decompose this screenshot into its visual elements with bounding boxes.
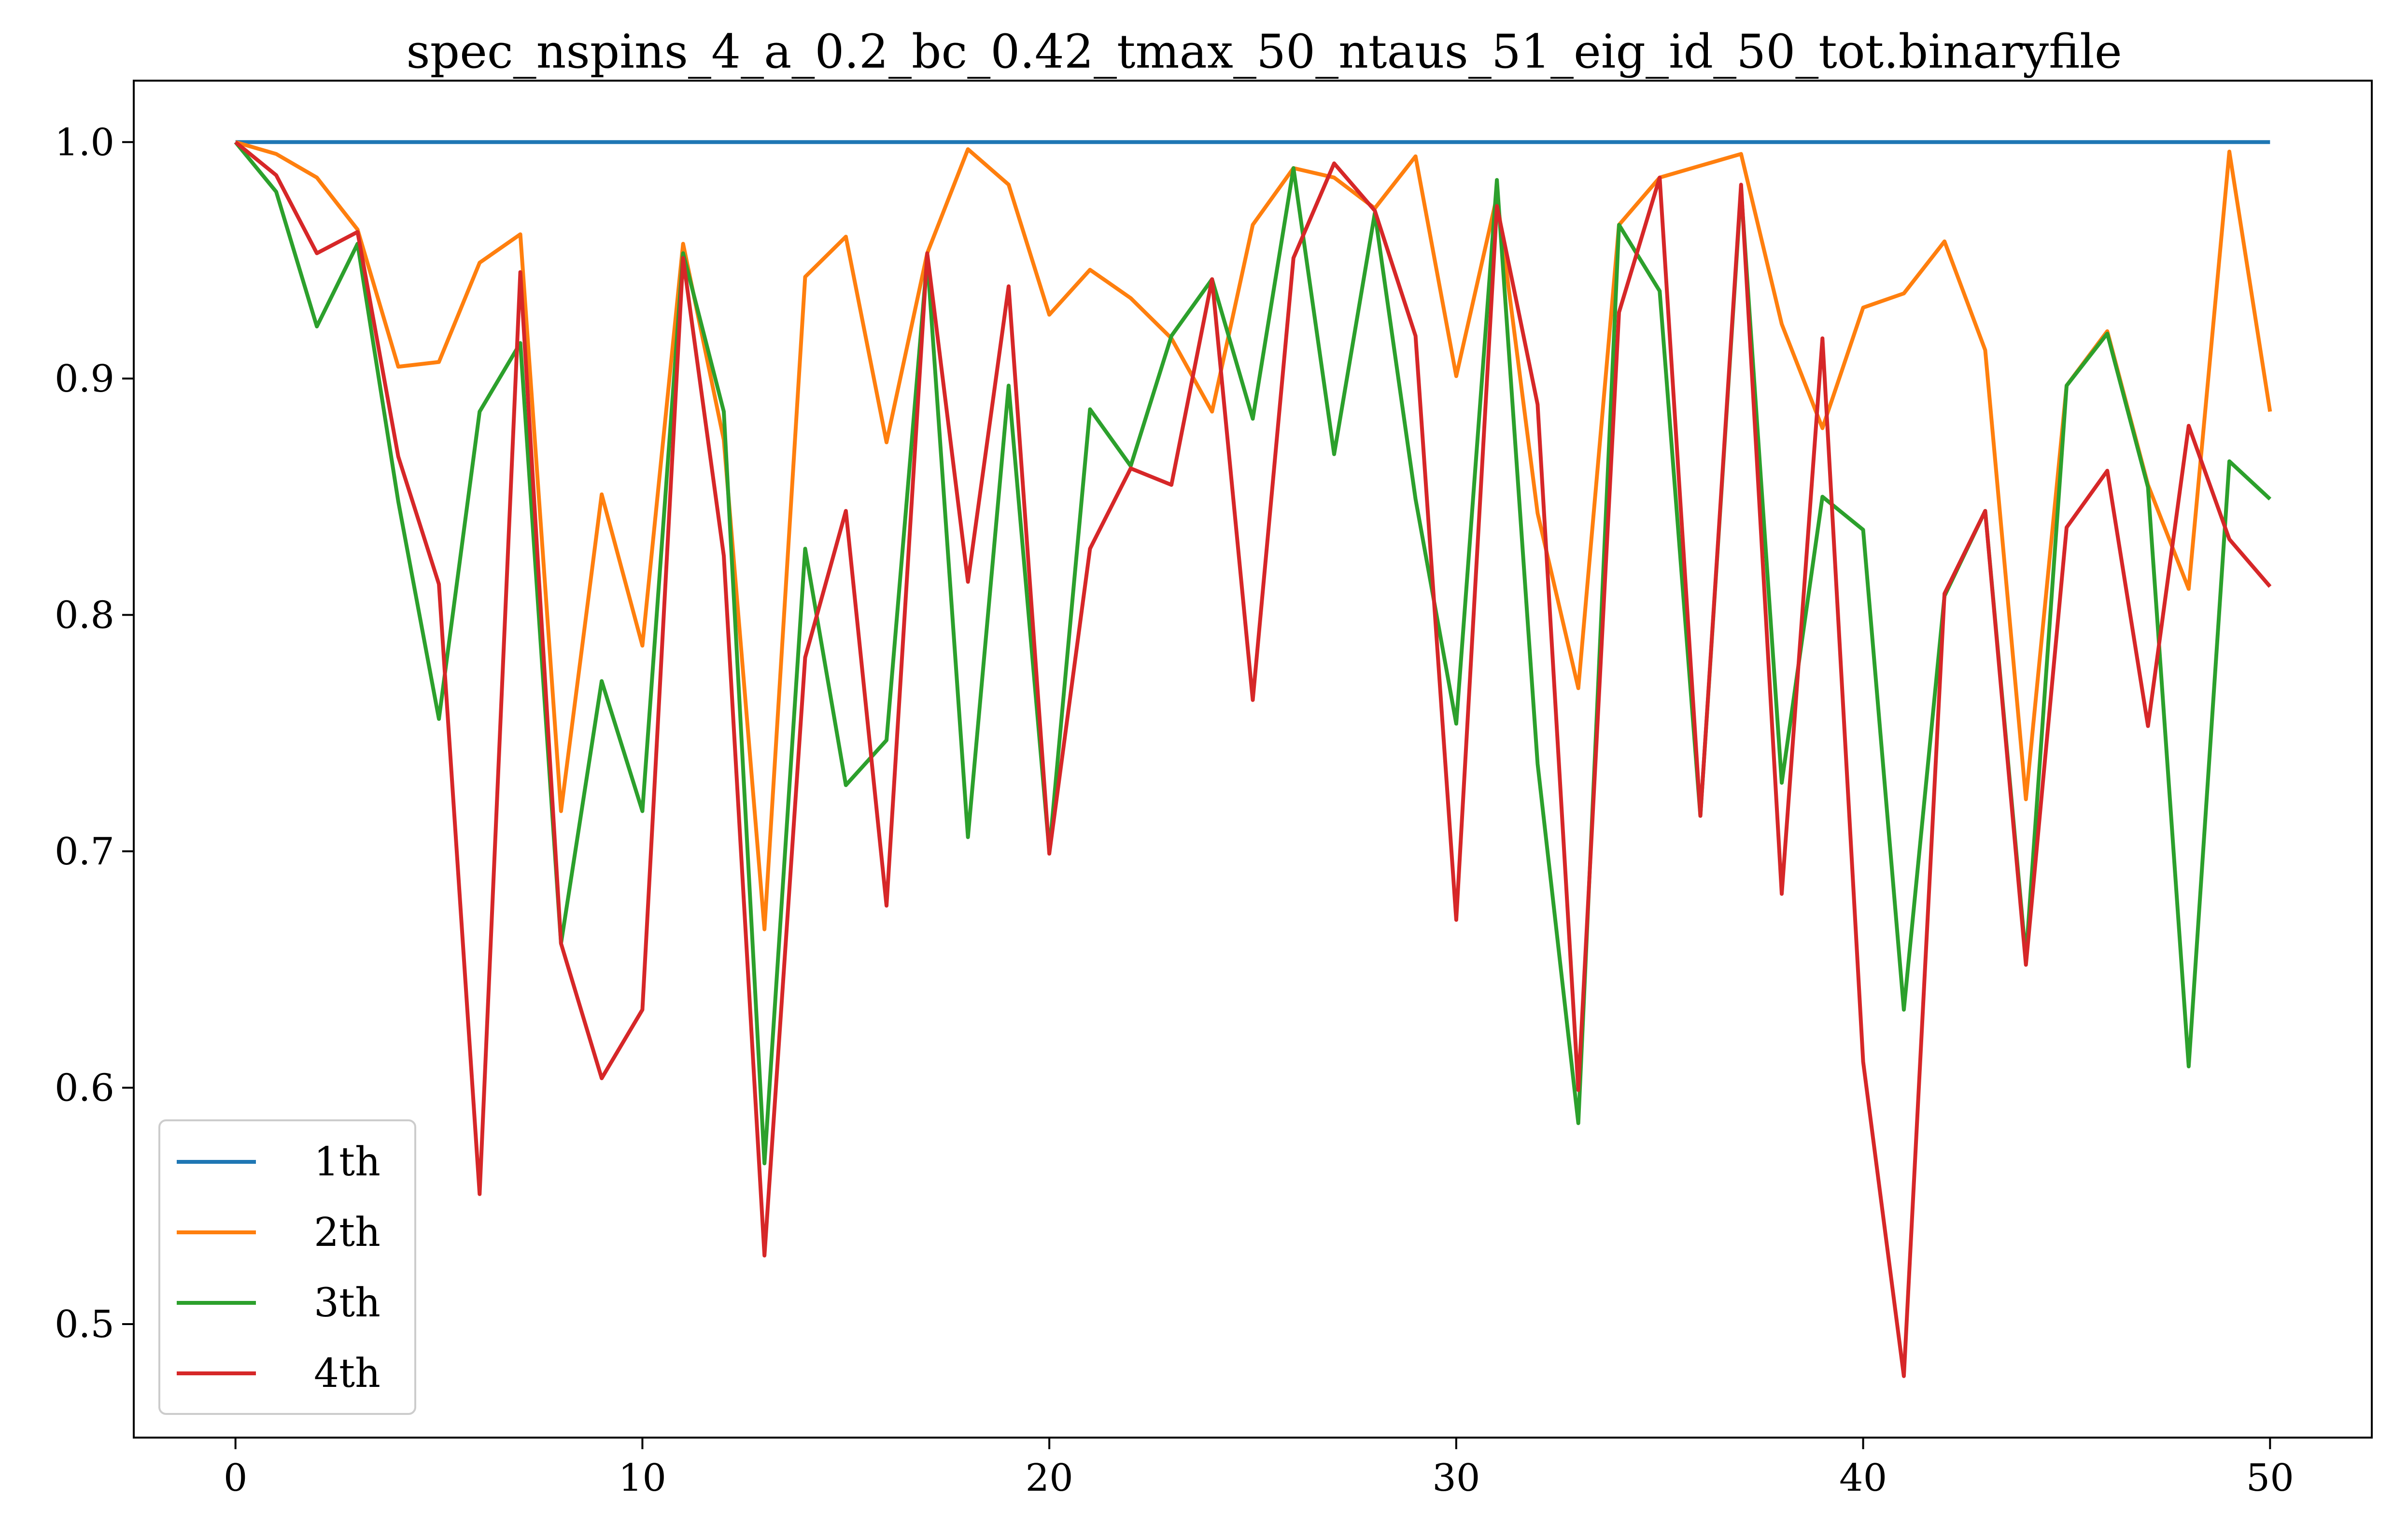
plot-area xyxy=(134,81,2372,1438)
x-tick-label: 20 xyxy=(1026,1456,1073,1500)
legend: 1th 2th 3th 4th xyxy=(158,1119,416,1415)
series-line-2th xyxy=(235,140,2272,932)
series-line-3th xyxy=(234,141,2272,1166)
x-tick-label: 30 xyxy=(1432,1456,1480,1500)
x-tick-label: 40 xyxy=(1839,1456,1887,1500)
y-tick-label: 0.6 xyxy=(55,1066,114,1110)
legend-label: 3th xyxy=(314,1280,380,1326)
legend-label: 2th xyxy=(314,1210,380,1256)
x-tick-label: 0 xyxy=(224,1456,248,1500)
y-tick-label: 0.9 xyxy=(55,357,114,401)
x-tick-label: 10 xyxy=(619,1456,666,1500)
x-axis: 0 10 20 30 40 50 xyxy=(224,1438,2294,1500)
x-tick-label: 50 xyxy=(2246,1456,2294,1500)
series-line-4th xyxy=(234,141,2272,1378)
series-lines xyxy=(234,140,2272,1378)
axes-frame xyxy=(133,80,2373,1439)
legend-label: 4th xyxy=(314,1351,380,1397)
legend-label: 1th xyxy=(314,1139,380,1185)
chart-title: spec_nspins_4_a_0.2_bc_0.42_tmax_50_ntau… xyxy=(406,25,2122,79)
y-tick-label: 0.5 xyxy=(55,1303,114,1346)
y-axis: 0.5 0.6 0.7 0.8 0.9 1.0 xyxy=(55,121,134,1346)
y-tick-label: 1.0 xyxy=(55,121,114,164)
y-tick-label: 0.7 xyxy=(55,830,114,874)
legend-box xyxy=(158,1119,416,1415)
y-tick-label: 0.8 xyxy=(55,593,114,637)
